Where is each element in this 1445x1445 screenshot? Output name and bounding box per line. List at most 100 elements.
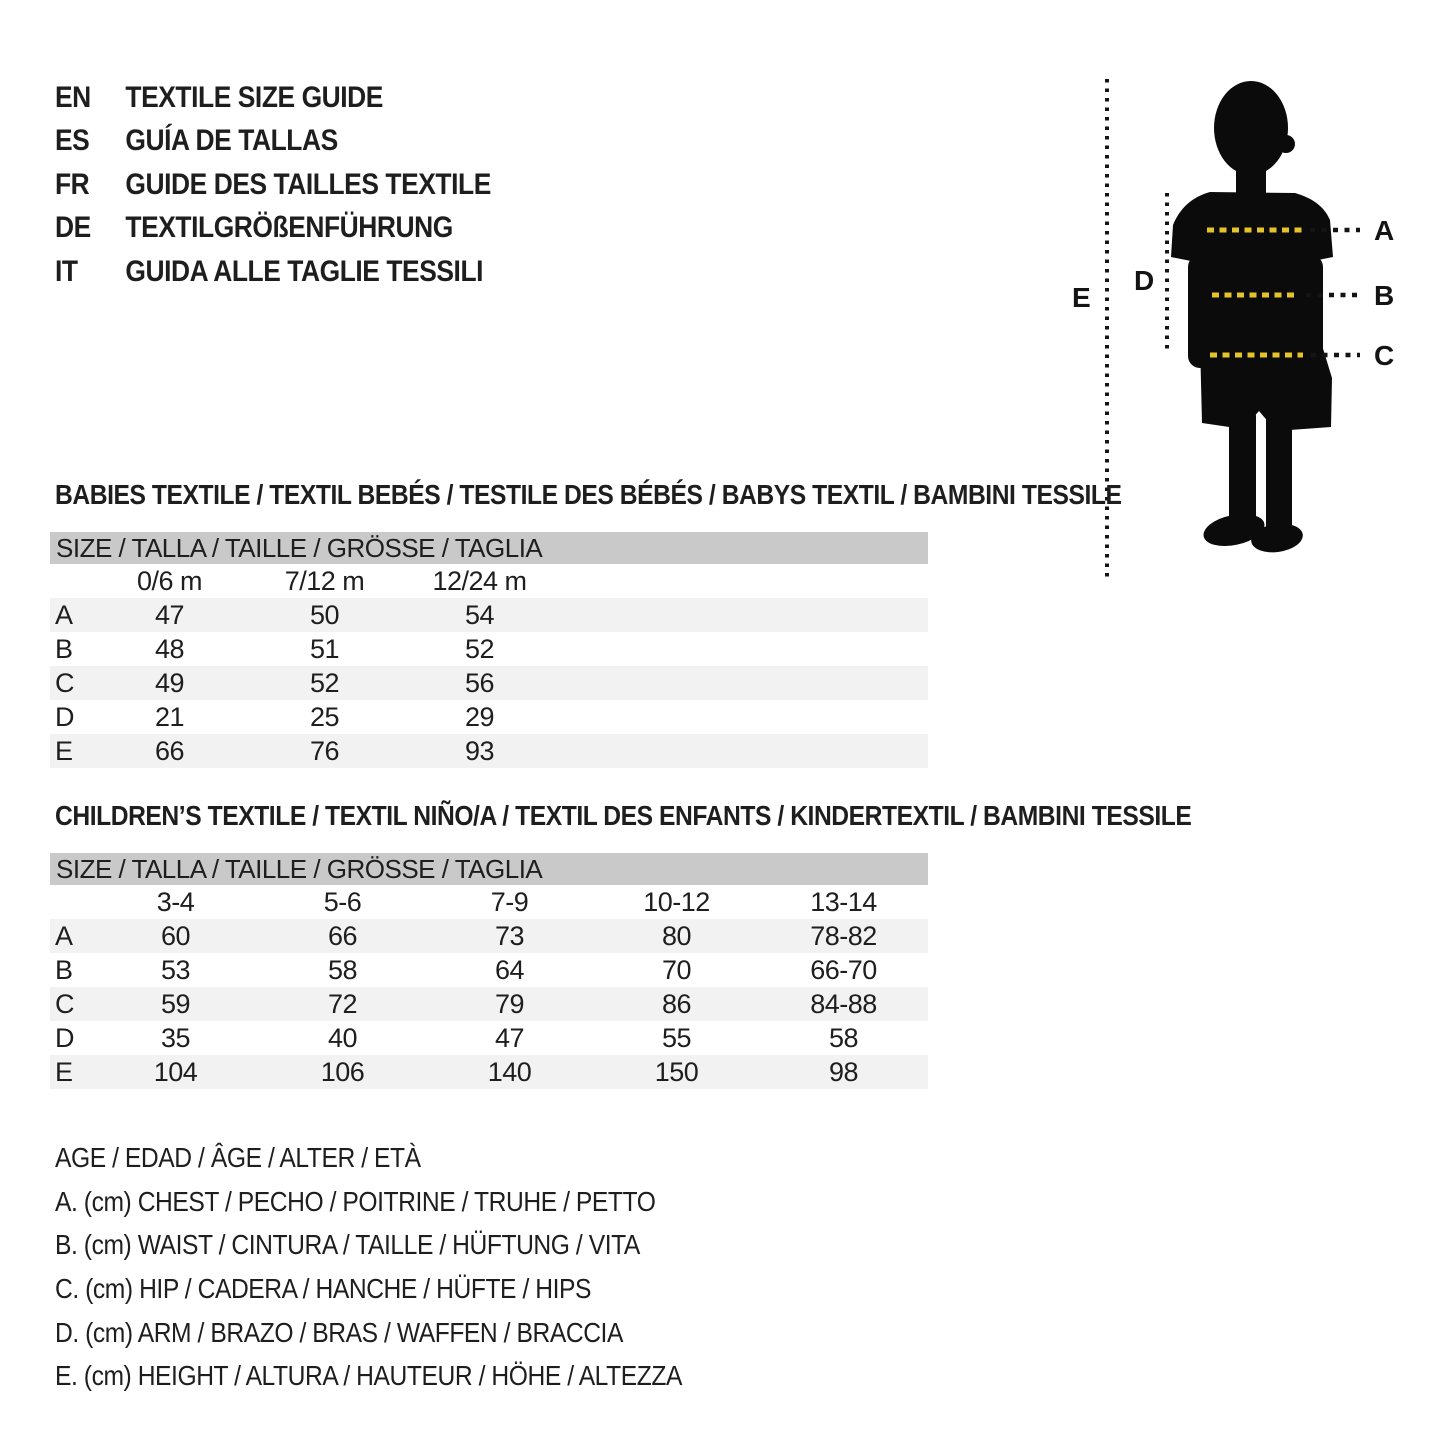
table-row: E 104 106 140 150 98 xyxy=(50,1055,928,1089)
language-title: GUIDA ALLE TAGLIE TESSILI xyxy=(125,254,484,288)
row-label: B xyxy=(55,633,73,664)
cell: 98 xyxy=(828,1056,859,1087)
language-code: ES xyxy=(55,124,90,158)
language-row: FR GUIDE DES TAILLES TEXTILE xyxy=(55,163,491,207)
language-row: DE TEXTILGRÖßENFÜHRUNG xyxy=(55,207,491,251)
language-title: TEXTILE SIZE GUIDE xyxy=(125,80,383,114)
measure-label-C: C xyxy=(1374,340,1394,371)
table-row: A 47 50 54 xyxy=(50,598,928,632)
language-row: IT GUIDA ALLE TAGLIE TESSILI xyxy=(55,250,491,294)
language-row: ES GUÍA DE TALLAS xyxy=(55,120,491,164)
column-header: 7/12 m xyxy=(284,565,365,596)
language-code: FR xyxy=(55,167,90,201)
cell: 78-82 xyxy=(810,920,877,951)
cell: 76 xyxy=(309,735,340,766)
row-label: A xyxy=(55,599,73,630)
size-header-label: SIZE / TALLA / TAILLE / GRÖSSE / TAGLIA xyxy=(56,532,543,563)
cell: 40 xyxy=(327,1022,358,1053)
cell: 53 xyxy=(160,954,191,985)
language-code: DE xyxy=(55,211,91,245)
cell: 25 xyxy=(309,701,340,732)
table-row: E 66 76 93 xyxy=(50,734,928,768)
table-row: D 35 40 47 55 58 xyxy=(50,1021,928,1055)
column-header: 13-14 xyxy=(810,886,877,917)
cell: 29 xyxy=(464,701,495,732)
cell: 50 xyxy=(309,599,340,630)
table-row: B 48 51 52 xyxy=(50,632,928,666)
cell: 84-88 xyxy=(810,988,877,1019)
cell: 58 xyxy=(828,1022,859,1053)
table-row: D 21 25 29 xyxy=(50,700,928,734)
legend-line-age: AGE / EDAD / ÂGE / ALTER / ETÀ xyxy=(55,1141,421,1173)
cell: 79 xyxy=(494,988,525,1019)
cell: 58 xyxy=(327,954,358,985)
language-title: TEXTILGRÖßENFÜHRUNG xyxy=(125,211,453,245)
column-header: 12/24 m xyxy=(432,565,527,596)
cell: 150 xyxy=(654,1056,699,1087)
children-size-header-bar: SIZE / TALLA / TAILLE / GRÖSSE / TAGLIA xyxy=(50,853,928,885)
cell: 73 xyxy=(494,920,525,951)
cell: 59 xyxy=(160,988,191,1019)
legend-line-chest: A. (cm) CHEST / PECHO / POITRINE / TRUHE… xyxy=(55,1185,656,1217)
cell: 70 xyxy=(661,954,692,985)
column-header: 10-12 xyxy=(643,886,710,917)
cell: 47 xyxy=(154,599,185,630)
cell: 51 xyxy=(309,633,340,664)
babies-column-headers: 0/6 m 7/12 m 12/24 m xyxy=(50,564,928,598)
row-label: B xyxy=(55,954,73,985)
legend-line-waist: B. (cm) WAIST / CINTURA / TAILLE / HÜFTU… xyxy=(55,1229,640,1261)
row-label: A xyxy=(55,920,73,951)
language-code: EN xyxy=(55,80,91,114)
cell: 66-70 xyxy=(810,954,877,985)
language-header: EN TEXTILE SIZE GUIDE ES GUÍA DE TALLAS … xyxy=(55,76,550,294)
language-title: GUIDE DES TAILLES TEXTILE xyxy=(125,167,491,201)
cell: 52 xyxy=(464,633,495,664)
cell: 66 xyxy=(327,920,358,951)
language-title: GUÍA DE TALLAS xyxy=(125,124,338,158)
children-column-headers: 3-4 5-6 7-9 10-12 13-14 xyxy=(50,885,928,919)
row-label: C xyxy=(55,667,75,698)
cell: 54 xyxy=(464,599,495,630)
cell: 66 xyxy=(154,735,185,766)
size-header-label: SIZE / TALLA / TAILLE / GRÖSSE / TAGLIA xyxy=(56,853,543,884)
measure-label-B: B xyxy=(1374,280,1394,311)
children-section-title: CHILDREN’S TEXTILE / TEXTIL NIÑO/A / TEX… xyxy=(55,800,1192,831)
cell: 47 xyxy=(494,1022,525,1053)
cell: 52 xyxy=(309,667,340,698)
babies-size-header-bar: SIZE / TALLA / TAILLE / GRÖSSE / TAGLIA xyxy=(50,532,928,564)
measurement-legend: AGE / EDAD / ÂGE / ALTER / ETÀ A. (cm) C… xyxy=(55,1136,767,1398)
row-label: D xyxy=(55,1022,75,1053)
cell: 106 xyxy=(320,1056,365,1087)
column-header: 0/6 m xyxy=(136,565,203,596)
cell: 21 xyxy=(154,701,185,732)
measure-label-E: E xyxy=(1072,282,1091,313)
child-silhouette-icon xyxy=(1171,81,1333,553)
cell: 104 xyxy=(153,1056,198,1087)
table-row: A 60 66 73 80 78-82 xyxy=(50,919,928,953)
table-row: C 59 72 79 86 84-88 xyxy=(50,987,928,1021)
measure-label-D: D xyxy=(1134,265,1154,296)
cell: 140 xyxy=(487,1056,532,1087)
language-row: EN TEXTILE SIZE GUIDE xyxy=(55,76,491,120)
row-label: C xyxy=(55,988,75,1019)
row-label: D xyxy=(55,701,75,732)
cell: 60 xyxy=(160,920,191,951)
row-label: E xyxy=(55,1056,73,1087)
language-code: IT xyxy=(55,254,78,288)
cell: 48 xyxy=(154,633,185,664)
column-header: 3-4 xyxy=(156,886,195,917)
legend-line-height: E. (cm) HEIGHT / ALTURA / HAUTEUR / HÖHE… xyxy=(55,1360,682,1392)
cell: 80 xyxy=(661,920,692,951)
column-header: 7-9 xyxy=(490,886,529,917)
table-row: B 53 58 64 70 66-70 xyxy=(50,953,928,987)
table-row: C 49 52 56 xyxy=(50,666,928,700)
measure-label-A: A xyxy=(1374,215,1394,246)
legend-line-arm: D. (cm) ARM / BRAZO / BRAS / WAFFEN / BR… xyxy=(55,1316,623,1348)
child-measurement-figure: A B C D E xyxy=(1072,79,1394,578)
legend-line-hip: C. (cm) HIP / CADERA / HANCHE / HÜFTE / … xyxy=(55,1272,592,1304)
cell: 93 xyxy=(464,735,495,766)
cell: 56 xyxy=(464,667,495,698)
cell: 72 xyxy=(327,988,358,1019)
cell: 86 xyxy=(661,988,692,1019)
